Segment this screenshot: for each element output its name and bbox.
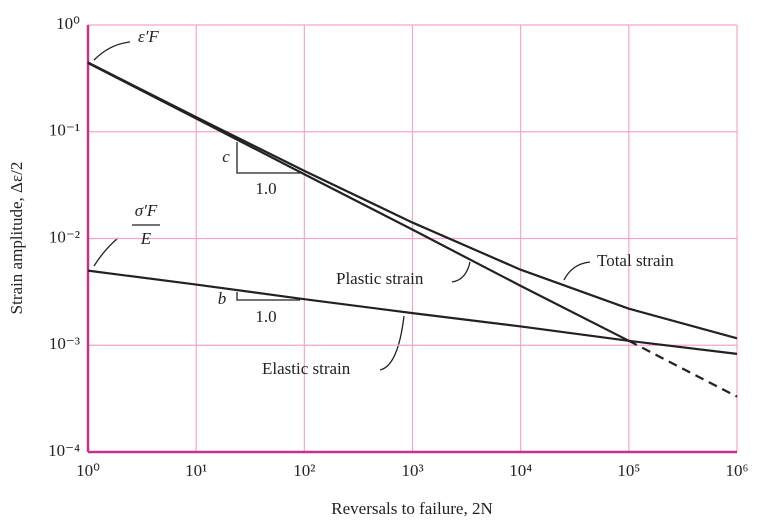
leader <box>93 41 131 61</box>
leader <box>379 315 405 371</box>
y-tick-label: 10⁻⁴ <box>48 441 80 460</box>
x-tick-label: 10⁵ <box>617 461 640 480</box>
slope-triangle <box>236 292 300 301</box>
x-tick-label: 10² <box>293 461 315 480</box>
x-tick-label: 10³ <box>401 461 423 480</box>
x-tick-label: 10⁴ <box>509 461 532 480</box>
leader <box>93 237 119 267</box>
leaders <box>93 41 591 371</box>
leader <box>451 261 471 283</box>
y-tick-label: 10⁻² <box>49 227 80 246</box>
series-line <box>87 61 738 340</box>
annotation: ε′F <box>138 27 159 46</box>
leader <box>563 261 591 281</box>
annotation: E <box>140 229 152 248</box>
y-tick-label: 10⁻³ <box>49 334 80 353</box>
series-line <box>628 339 738 398</box>
annotation: 1.0 <box>255 307 276 326</box>
y-tick-label: 10⁻¹ <box>49 121 80 140</box>
annotation: σ′F <box>135 201 158 220</box>
y-axis-label: Strain amplitude, Δε/2 <box>7 162 26 315</box>
x-tick-label: 10⁶ <box>726 461 749 480</box>
series-label: Plastic strain <box>336 269 424 288</box>
y-tick-label: 10⁰ <box>56 14 80 33</box>
annotation: c <box>222 147 230 166</box>
annotation: b <box>218 289 227 308</box>
series-label: Total strain <box>597 251 674 270</box>
annotation: 1.0 <box>255 179 276 198</box>
series-label: Elastic strain <box>262 359 351 378</box>
x-tick-label: 10¹ <box>185 461 207 480</box>
x-tick-label: 10⁰ <box>76 461 100 480</box>
x-axis-label: Reversals to failure, 2N <box>331 499 492 518</box>
slope-triangle <box>236 142 300 174</box>
